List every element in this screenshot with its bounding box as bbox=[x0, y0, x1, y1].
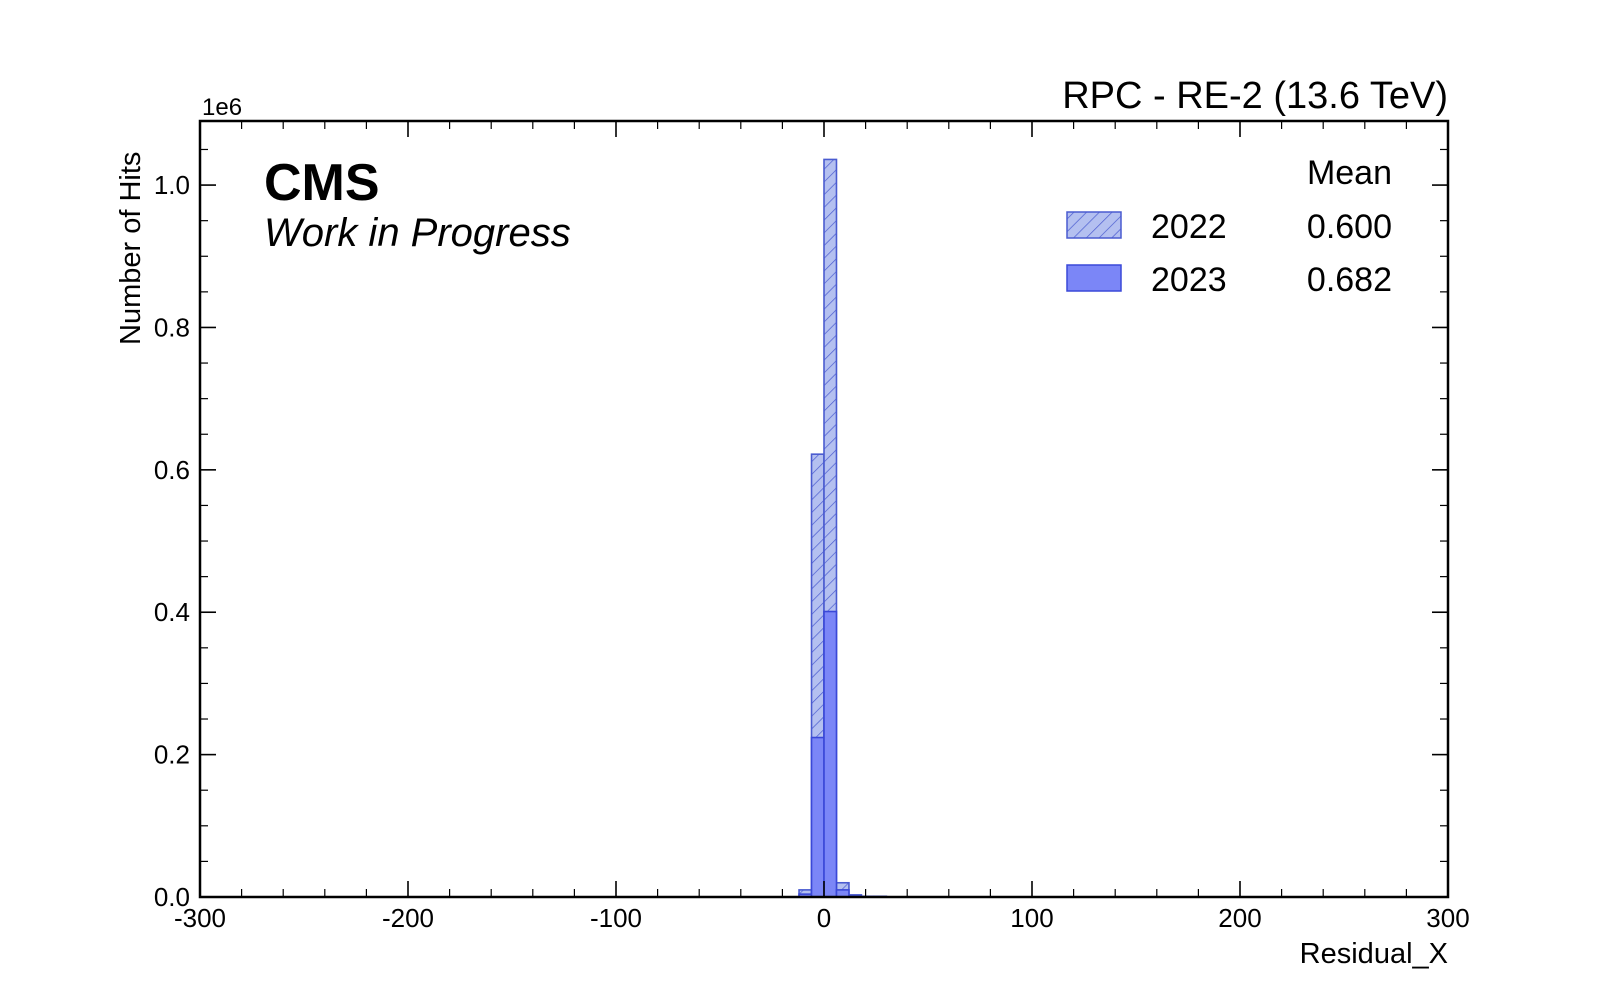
chart-title: RPC - RE-2 (13.6 TeV) bbox=[1062, 75, 1448, 117]
ticks-layer: -300 -200 -100 0 100 200 300 0.0 0.2 0.4 0.6 0.8 1.0 bbox=[154, 121, 1470, 933]
y-tick-label: 1.0 bbox=[154, 170, 190, 200]
y-multiplier-label: 1e6 bbox=[202, 94, 242, 121]
x-tick-label: -100 bbox=[590, 903, 642, 933]
x-axis-label: Residual_X bbox=[1300, 938, 1448, 970]
status-label: Work in Progress bbox=[264, 211, 571, 255]
series-2023 bbox=[798, 610, 863, 898]
legend-mean-2022: 0.600 bbox=[1307, 208, 1392, 246]
legend-header: Mean bbox=[1307, 154, 1392, 192]
bar-2023-2 bbox=[823, 610, 838, 898]
x-tick-label: -300 bbox=[174, 903, 226, 933]
legend-swatch-2022-hatch bbox=[1067, 212, 1121, 238]
plot-frame bbox=[198, 119, 1450, 899]
legend-swatch-2023 bbox=[1066, 264, 1122, 292]
legend-label-2022: 2022 bbox=[1151, 208, 1227, 246]
y-tick-label: 0.0 bbox=[154, 882, 190, 912]
y-tick-label: 0.8 bbox=[154, 312, 190, 342]
x-tick-label: 0 bbox=[817, 903, 831, 933]
x-tick-label: 100 bbox=[1010, 903, 1053, 933]
experiment-label: CMS bbox=[264, 154, 380, 212]
y-tick-label: 0.2 bbox=[154, 740, 190, 770]
bars-layer bbox=[798, 158, 888, 898]
x-tick-label: -200 bbox=[382, 903, 434, 933]
legend-mean-2023: 0.682 bbox=[1307, 261, 1392, 299]
bar-2023-1 bbox=[810, 736, 825, 898]
y-axis-label: Number of Hits bbox=[115, 152, 147, 345]
legend-label-2023: 2023 bbox=[1151, 261, 1227, 299]
x-tick-label: 200 bbox=[1218, 903, 1261, 933]
y-tick-label: 0.4 bbox=[154, 597, 190, 627]
x-tick-label: 300 bbox=[1426, 903, 1469, 933]
y-tick-label: 0.6 bbox=[154, 455, 190, 485]
legend: Mean 2022 0.600 2023 0.682 bbox=[1066, 154, 1392, 299]
